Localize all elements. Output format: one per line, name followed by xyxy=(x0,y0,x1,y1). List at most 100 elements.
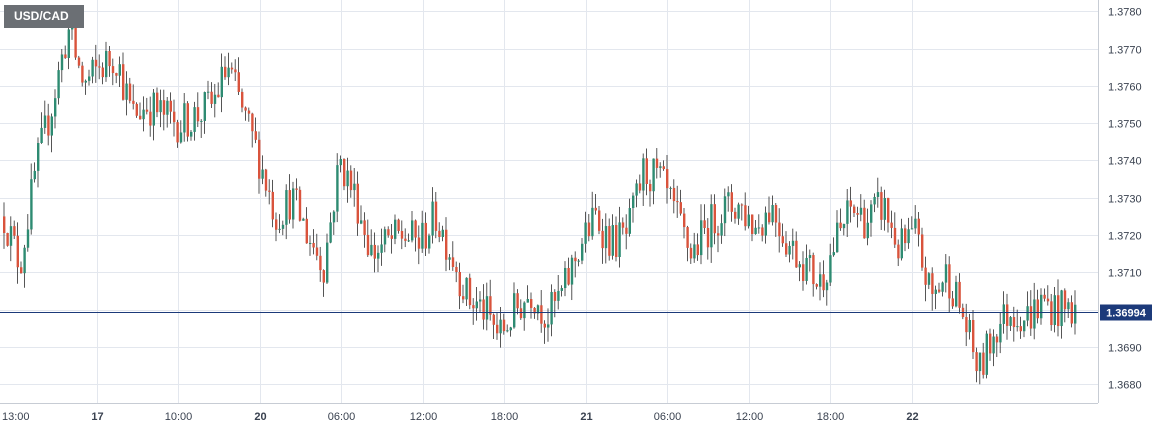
candle xyxy=(88,69,91,86)
candle xyxy=(407,233,410,242)
candle xyxy=(713,194,716,245)
candle-body xyxy=(564,267,567,289)
candle-body xyxy=(713,204,716,234)
candle-body xyxy=(492,314,495,325)
candle-body xyxy=(720,223,723,236)
candle-body xyxy=(278,228,281,230)
candle-body xyxy=(84,80,87,83)
candle-body xyxy=(234,69,237,73)
candle xyxy=(258,131,261,194)
candle xyxy=(213,83,217,118)
candle xyxy=(485,282,489,331)
candle xyxy=(210,82,213,108)
candle-body xyxy=(397,219,400,231)
candle-body xyxy=(968,319,971,333)
candle-body xyxy=(3,216,6,233)
candle xyxy=(706,218,710,260)
candle xyxy=(907,217,910,249)
candle-body xyxy=(672,187,676,202)
candle-body xyxy=(978,352,982,372)
candle-body xyxy=(805,257,808,281)
candle-body xyxy=(686,227,689,248)
candle xyxy=(237,57,240,95)
candle-body xyxy=(1016,326,1019,328)
candle-body xyxy=(217,94,220,98)
candle-body xyxy=(268,190,271,192)
candle-body xyxy=(652,158,655,192)
candle xyxy=(744,192,747,231)
candle xyxy=(591,191,594,240)
candle-body xyxy=(390,235,393,239)
price-axis: 1.36801.36901.37001.37101.37201.37301.37… xyxy=(1108,7,1142,392)
candle-body xyxy=(455,266,458,272)
candle-body xyxy=(863,207,866,239)
candle-body xyxy=(227,67,230,78)
price-tick-label: 1.3680 xyxy=(1108,380,1142,392)
candle xyxy=(105,41,108,82)
candle xyxy=(611,214,614,260)
candle xyxy=(1046,285,1050,306)
candle xyxy=(655,148,659,179)
candle xyxy=(547,308,550,342)
candle-body xyxy=(992,336,995,354)
candle xyxy=(281,220,285,236)
candle xyxy=(9,216,13,262)
candle-body xyxy=(261,169,264,179)
candle-body xyxy=(499,319,502,334)
candle-body xyxy=(1019,326,1022,332)
candle xyxy=(621,217,625,235)
candle xyxy=(679,189,682,216)
candle xyxy=(26,214,30,252)
candle-body xyxy=(649,183,652,192)
candle xyxy=(20,261,23,274)
candle-body xyxy=(1040,294,1043,319)
candle xyxy=(883,189,886,231)
candle-body xyxy=(700,220,703,256)
candle xyxy=(377,245,380,273)
candle xyxy=(288,174,291,224)
candle-body xyxy=(536,305,540,314)
candle-body xyxy=(445,229,448,260)
candle-body xyxy=(404,238,407,241)
candle xyxy=(200,119,203,138)
candle-body xyxy=(693,244,696,259)
candle xyxy=(363,212,366,248)
candle-body xyxy=(139,115,142,120)
candle xyxy=(570,254,574,301)
candle-body xyxy=(288,190,291,220)
candle-body xyxy=(81,65,84,83)
candle xyxy=(169,92,172,124)
candle-body xyxy=(897,244,900,259)
candle xyxy=(526,285,529,303)
candle xyxy=(601,218,604,264)
candle xyxy=(917,211,920,247)
candle-body xyxy=(9,226,13,246)
candle xyxy=(241,88,244,113)
candle xyxy=(50,113,53,153)
candle xyxy=(230,62,234,74)
candle-body xyxy=(1023,320,1026,332)
candle xyxy=(788,241,791,263)
candle xyxy=(989,328,992,361)
candle-body xyxy=(594,207,597,211)
candle xyxy=(414,219,417,252)
candle-body xyxy=(846,200,849,224)
candle xyxy=(720,214,723,244)
candle-body xyxy=(982,352,985,375)
candle xyxy=(74,24,77,60)
candle-body xyxy=(118,64,121,76)
candle-body xyxy=(128,83,132,101)
candle xyxy=(346,157,349,203)
candle-body xyxy=(363,220,366,235)
candle xyxy=(465,277,468,307)
candle-body xyxy=(387,229,390,236)
candle xyxy=(298,186,302,222)
candle xyxy=(349,165,353,198)
candle-body xyxy=(625,227,628,234)
candle xyxy=(1019,316,1022,339)
plot-area[interactable] xyxy=(0,0,1098,403)
candle xyxy=(604,213,608,264)
candle xyxy=(829,243,832,286)
candle xyxy=(445,217,448,272)
